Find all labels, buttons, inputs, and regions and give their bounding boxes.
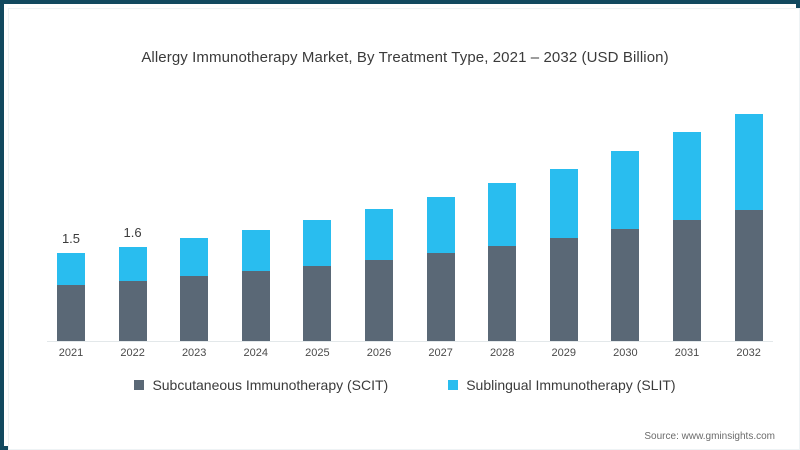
chart-legend: Subcutaneous Immunotherapy (SCIT) Subling… [9, 377, 800, 393]
x-tick-label-2022: 2022 [120, 347, 145, 359]
x-axis-tick-labels: 2021 2022 2023 2024 2025 2026 2027 2028 2029 2030… [39, 347, 779, 367]
bar-segment-scit [611, 229, 640, 341]
bar-segment-scit [365, 260, 393, 341]
legend-item-slit[interactable]: Sublingual Immunotherapy (SLIT) [448, 377, 676, 393]
bar-segment-slit [118, 247, 147, 282]
x-tick-label-2027: 2027 [428, 347, 453, 359]
bar-segment-slit [549, 168, 578, 239]
bar-segment-slit [180, 238, 209, 276]
bar-value-label: 1.6 [123, 225, 142, 241]
legend-label: Subcutaneous Immunotherapy (SCIT) [152, 377, 389, 393]
bar-segment-scit [57, 284, 85, 341]
bar-segment-scit [241, 271, 270, 341]
bar-segment-slit [734, 113, 763, 211]
x-tick-label-2024: 2024 [243, 347, 269, 359]
bar-series-layer [39, 89, 779, 341]
bar-column [549, 168, 578, 341]
x-tick-label-2023: 2023 [181, 347, 207, 359]
axis-baseline [47, 341, 773, 342]
legend-label: Sublingual Immunotherapy (SLIT) [466, 377, 676, 393]
bar-segment-slit [488, 183, 517, 247]
x-tick-label-2028: 2028 [489, 347, 515, 359]
bar-segment-slit [241, 229, 270, 272]
legend-swatch-icon [448, 380, 459, 390]
bar-segment-slit [673, 131, 701, 220]
bar-column [611, 151, 640, 341]
x-tick-label-2031: 2031 [674, 347, 700, 359]
source-attribution: Source: www.gminsights.com [644, 431, 775, 442]
bar-segment-slit [611, 151, 640, 230]
bar-column [57, 253, 85, 341]
bar-column [734, 113, 763, 341]
bar-segment-scit [673, 219, 701, 341]
legend-swatch-icon [134, 380, 145, 390]
bar-segment-scit [488, 246, 517, 341]
bar-segment-scit [303, 266, 332, 341]
bar-column [426, 196, 455, 341]
bar-column [488, 183, 517, 341]
bar-column [365, 209, 393, 341]
bar-segment-slit [303, 220, 332, 266]
x-tick-label-2026: 2026 [366, 347, 392, 359]
bar-segment-slit [426, 196, 455, 254]
bar-segment-scit [180, 275, 209, 341]
bar-column [241, 229, 270, 341]
bar-segment-scit [118, 281, 147, 341]
bar-segment-scit [734, 210, 763, 341]
chart-title: Allergy Immunotherapy Market, By Treatme… [141, 49, 669, 66]
x-tick-label-2021: 2021 [58, 347, 84, 359]
x-tick-label-2032: 2032 [736, 347, 761, 359]
bar-segment-slit [57, 253, 85, 285]
x-tick-label-2030: 2030 [613, 347, 638, 359]
bar-column [118, 247, 147, 341]
legend-item-scit[interactable]: Subcutaneous Immunotherapy (SCIT) [134, 377, 388, 393]
chart-canvas: Allergy Immunotherapy Market, By Treatme… [8, 8, 800, 450]
bar-segment-scit [549, 238, 578, 341]
x-tick-label-2029: 2029 [551, 347, 577, 359]
bar-column [303, 220, 332, 341]
x-tick-label-2025: 2025 [305, 347, 330, 359]
bar-value-label: 1.5 [61, 231, 81, 247]
bar-column [673, 131, 701, 341]
plot-area: 1.5 1.6 [39, 89, 779, 345]
bar-segment-slit [365, 209, 393, 261]
bar-column [180, 238, 209, 341]
bar-segment-scit [426, 253, 455, 341]
